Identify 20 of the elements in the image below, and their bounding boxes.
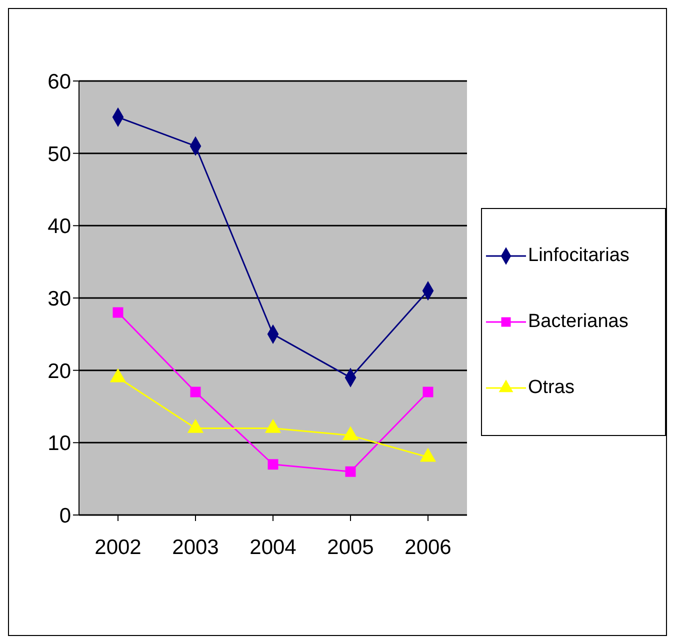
x-tick-label: 2004 (250, 536, 297, 559)
x-tick-label: 2002 (94, 536, 142, 559)
y-tick-label: 40 (48, 215, 71, 238)
point (112, 307, 124, 318)
legend-label: Bacterianas (528, 311, 628, 333)
x-tick-label: 2005 (327, 536, 374, 559)
point (268, 459, 278, 470)
legend-label: Otras (528, 377, 574, 399)
y-tick-label: 50 (48, 142, 71, 166)
x-tick-label: 2003 (172, 536, 219, 559)
legend-label: Linfocitarias (528, 245, 630, 267)
y-tick-label: 0 (59, 504, 71, 528)
x-tick-label: 2006 (404, 536, 452, 559)
y-tick-label: 30 (48, 287, 71, 310)
point (422, 386, 434, 398)
y-tick-label: 20 (48, 360, 71, 383)
y-tick-label: 10 (48, 432, 71, 456)
y-tick-label: 60 (48, 70, 71, 94)
point (190, 386, 201, 398)
point (345, 466, 356, 477)
